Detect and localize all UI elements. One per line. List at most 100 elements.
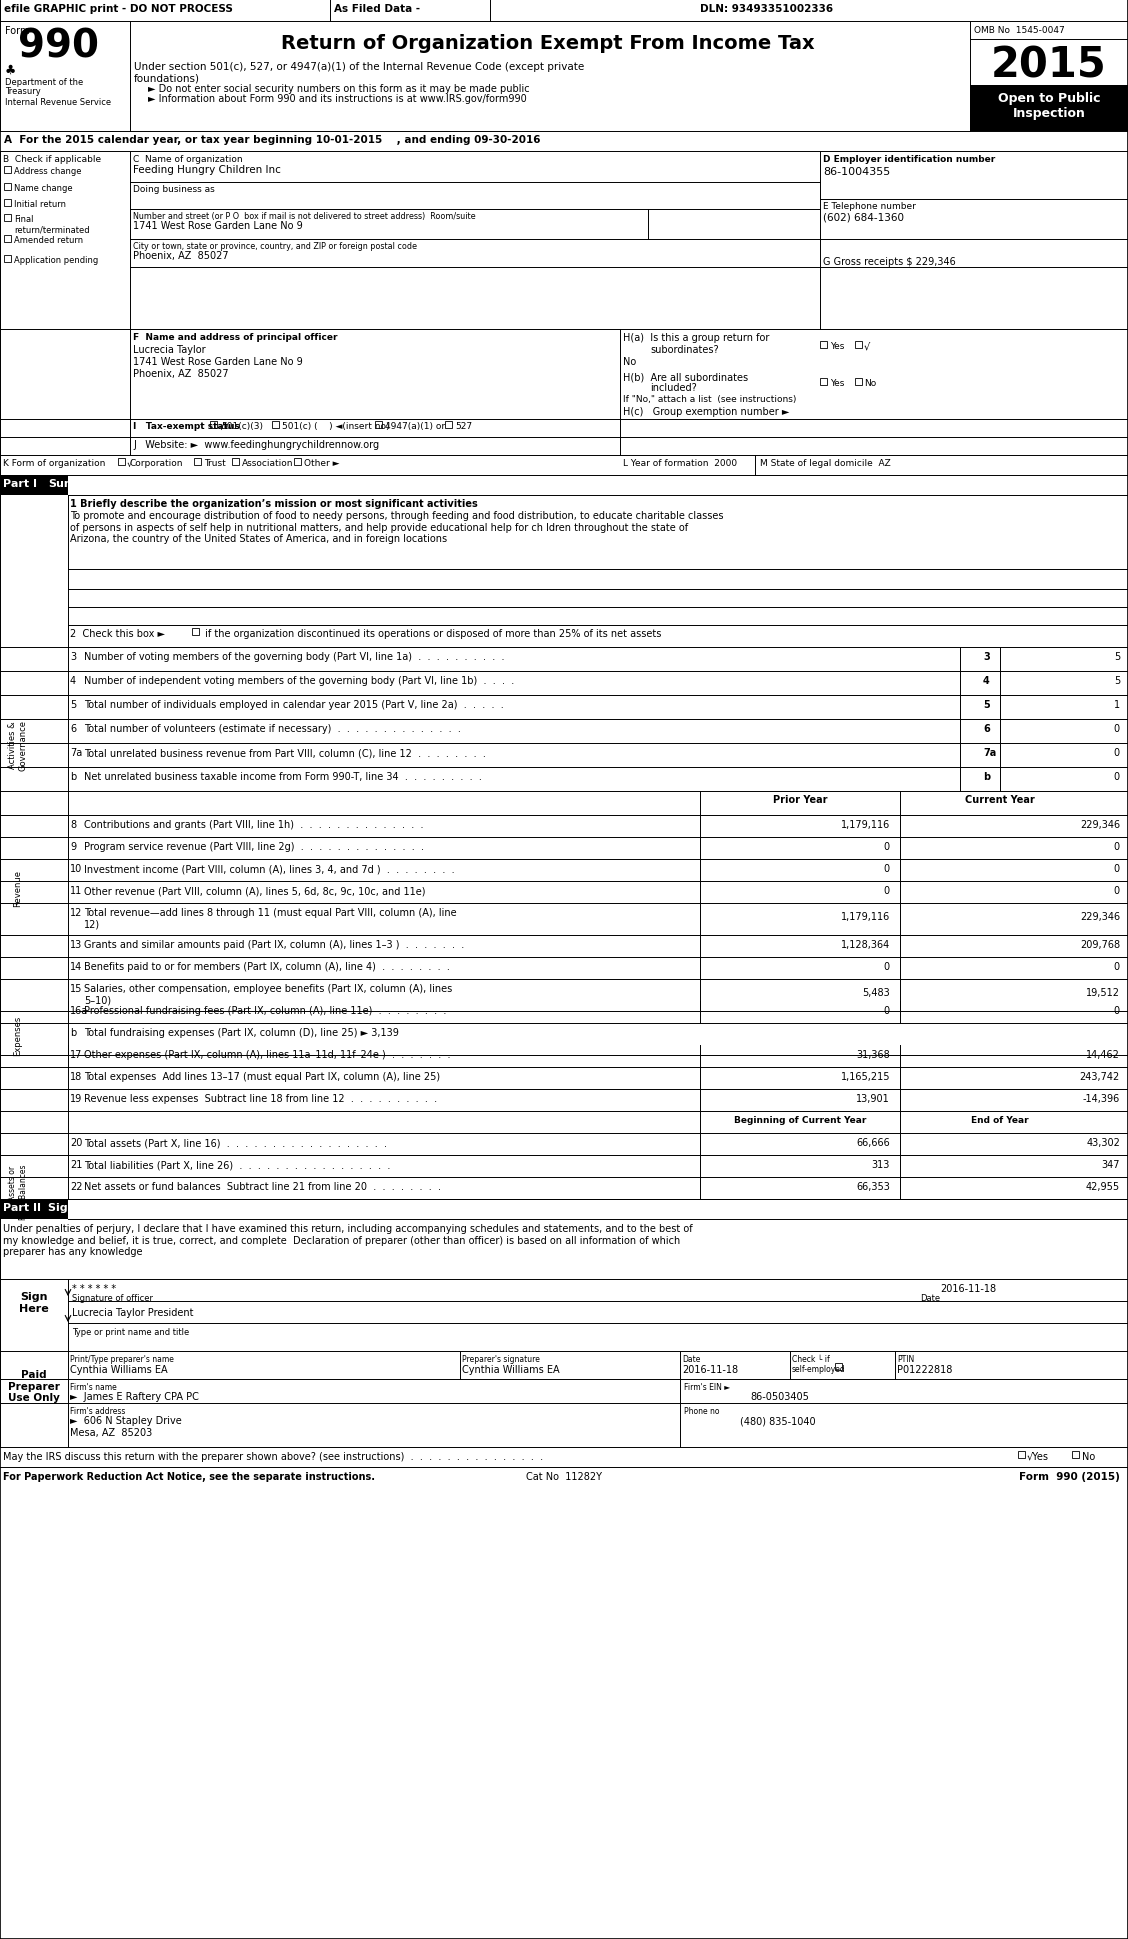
Text: 18: 18 <box>70 1072 82 1082</box>
Text: Other ►: Other ► <box>305 460 340 467</box>
Text: efile GRAPHIC print - DO NOT PROCESS: efile GRAPHIC print - DO NOT PROCESS <box>5 4 232 14</box>
Text: Lucrecia Taylor President: Lucrecia Taylor President <box>72 1307 194 1317</box>
Text: No: No <box>623 357 636 366</box>
Text: Revenue: Revenue <box>14 869 23 907</box>
Text: Preparer's signature: Preparer's signature <box>462 1353 540 1363</box>
Bar <box>820 341 827 349</box>
Text: 2  Check this box ►: 2 Check this box ► <box>70 628 165 638</box>
Text: OMB No  1545-0047: OMB No 1545-0047 <box>973 25 1065 35</box>
Text: 7a: 7a <box>982 748 996 758</box>
Text: Phoenix, AZ  85027: Phoenix, AZ 85027 <box>133 368 229 378</box>
Text: Date: Date <box>682 1353 700 1363</box>
Text: 1,179,116: 1,179,116 <box>840 820 890 830</box>
Text: 19: 19 <box>70 1094 82 1103</box>
Text: DLN: 93493351002336: DLN: 93493351002336 <box>700 4 834 14</box>
Text: 86-1004355: 86-1004355 <box>823 167 890 176</box>
Text: Paid
Preparer
Use Only: Paid Preparer Use Only <box>8 1369 60 1402</box>
Text: Phoenix, AZ  85027: Phoenix, AZ 85027 <box>133 250 229 262</box>
Text: 0: 0 <box>1113 1006 1120 1016</box>
Text: √: √ <box>864 341 870 351</box>
Text: Address change: Address change <box>14 167 81 176</box>
Bar <box>446 423 452 429</box>
Text: 5,483: 5,483 <box>862 987 890 997</box>
Text: Activities &
Governance: Activities & Governance <box>8 719 28 770</box>
Bar <box>210 423 217 429</box>
Text: F  Name and address of principal officer: F Name and address of principal officer <box>133 334 337 341</box>
Text: Initial return: Initial return <box>14 200 67 209</box>
Text: 13,901: 13,901 <box>856 1094 890 1103</box>
Text: May the IRS discuss this return with the preparer shown above? (see instructions: May the IRS discuss this return with the… <box>3 1450 543 1462</box>
Text: PTIN: PTIN <box>897 1353 915 1363</box>
Text: 5: 5 <box>982 700 989 710</box>
Text: Total unrelated business revenue from Part VIII, column (C), line 12  .  .  .  .: Total unrelated business revenue from Pa… <box>83 748 486 758</box>
Text: 1 Briefly describe the organization’s mission or most significant activities: 1 Briefly describe the organization’s mi… <box>70 498 478 508</box>
Bar <box>194 460 201 465</box>
Text: -14,396: -14,396 <box>1083 1094 1120 1103</box>
Bar <box>5 200 11 207</box>
Text: Investment income (Part VIII, column (A), lines 3, 4, and 7d )  .  .  .  .  .  .: Investment income (Part VIII, column (A)… <box>83 863 455 874</box>
Text: Under penalties of perjury, I declare that I have examined this return, includin: Under penalties of perjury, I declare th… <box>3 1224 693 1256</box>
Text: J   Website: ►  www.feedinghungrychildrennow.org: J Website: ► www.feedinghungrychildrenno… <box>133 440 379 450</box>
Text: Phone no: Phone no <box>684 1406 720 1415</box>
Text: L Year of formation  2000: L Year of formation 2000 <box>623 460 737 467</box>
Text: 229,346: 229,346 <box>1079 820 1120 830</box>
Text: 16a: 16a <box>70 1006 88 1016</box>
Text: Trust: Trust <box>204 460 226 467</box>
Bar <box>835 1363 841 1371</box>
Text: b: b <box>70 1028 77 1037</box>
Text: Other expenses (Part IX, column (A), lines 11a–11d, 11f–24e )  .  .  .  .  .  . : Other expenses (Part IX, column (A), lin… <box>83 1049 450 1059</box>
Text: Firm's name: Firm's name <box>70 1383 117 1392</box>
Text: 7a: 7a <box>70 748 82 758</box>
Text: Summary: Summary <box>49 479 107 489</box>
Text: Professional fundraising fees (Part IX, column (A), line 11e)  .  .  .  .  .  . : Professional fundraising fees (Part IX, … <box>83 1006 447 1016</box>
Text: 17: 17 <box>70 1049 82 1059</box>
Text: 66,353: 66,353 <box>856 1181 890 1191</box>
Text: 20: 20 <box>70 1138 82 1148</box>
Text: 1741 West Rose Garden Lane No 9: 1741 West Rose Garden Lane No 9 <box>133 357 302 366</box>
Bar <box>5 215 11 221</box>
Text: 19,512: 19,512 <box>1086 987 1120 997</box>
Text: G Gross receipts $ 229,346: G Gross receipts $ 229,346 <box>823 256 955 268</box>
Text: Number of independent voting members of the governing body (Part VI, line 1b)  .: Number of independent voting members of … <box>83 675 514 686</box>
Text: Total liabilities (Part X, line 26)  .  .  .  .  .  .  .  .  .  .  .  .  .  .  .: Total liabilities (Part X, line 26) . . … <box>83 1160 390 1169</box>
Text: Lucrecia Taylor: Lucrecia Taylor <box>133 345 205 355</box>
Text: Yes: Yes <box>830 341 845 351</box>
Text: Internal Revenue Service: Internal Revenue Service <box>5 99 112 107</box>
Text: Total assets (Part X, line 16)  .  .  .  .  .  .  .  .  .  .  .  .  .  .  .  .  : Total assets (Part X, line 16) . . . . .… <box>83 1138 387 1148</box>
Text: Number of voting members of the governing body (Part VI, line 1a)  .  .  .  .  .: Number of voting members of the governin… <box>83 652 504 661</box>
Text: Application pending: Application pending <box>14 256 98 266</box>
Text: 5: 5 <box>1113 652 1120 661</box>
Text: 243,742: 243,742 <box>1079 1072 1120 1082</box>
Bar <box>855 378 862 386</box>
Bar <box>192 628 199 636</box>
Text: 209,768: 209,768 <box>1079 940 1120 950</box>
Text: subordinates?: subordinates? <box>650 345 719 355</box>
Text: P01222818: P01222818 <box>897 1365 952 1375</box>
Text: Salaries, other compensation, employee benefits (Part IX, column (A), lines
5–10: Salaries, other compensation, employee b… <box>83 983 452 1004</box>
Text: 0: 0 <box>884 886 890 896</box>
Bar <box>118 460 125 465</box>
Text: B  Check if applicable: B Check if applicable <box>3 155 102 165</box>
Bar <box>294 460 301 465</box>
Bar <box>232 460 239 465</box>
Text: 3: 3 <box>982 652 989 661</box>
Text: Beginning of Current Year: Beginning of Current Year <box>734 1115 866 1125</box>
Text: 0: 0 <box>1113 863 1120 874</box>
Text: No: No <box>1082 1450 1095 1462</box>
Text: 0: 0 <box>884 1006 890 1016</box>
Text: 4: 4 <box>982 675 989 686</box>
Text: b: b <box>982 772 990 781</box>
Text: 0: 0 <box>1113 962 1120 971</box>
Text: Program service revenue (Part VIII, line 2g)  .  .  .  .  .  .  .  .  .  .  .  .: Program service revenue (Part VIII, line… <box>83 842 424 851</box>
Text: Amended return: Amended return <box>14 237 83 244</box>
Text: Print/Type preparer's name: Print/Type preparer's name <box>70 1353 174 1363</box>
Text: Number and street (or P O  box if mail is not delivered to street address)  Room: Number and street (or P O box if mail is… <box>133 211 476 221</box>
Text: Benefits paid to or for members (Part IX, column (A), line 4)  .  .  .  .  .  . : Benefits paid to or for members (Part IX… <box>83 962 450 971</box>
Text: Total revenue—add lines 8 through 11 (must equal Part VIII, column (A), line
12): Total revenue—add lines 8 through 11 (mu… <box>83 907 457 929</box>
Text: 0: 0 <box>1113 723 1120 733</box>
Text: 4947(a)(1) or: 4947(a)(1) or <box>385 423 446 430</box>
Text: 1,128,364: 1,128,364 <box>840 940 890 950</box>
Text: 21: 21 <box>70 1160 82 1169</box>
Bar <box>1017 1450 1025 1458</box>
Text: 0: 0 <box>1113 842 1120 851</box>
